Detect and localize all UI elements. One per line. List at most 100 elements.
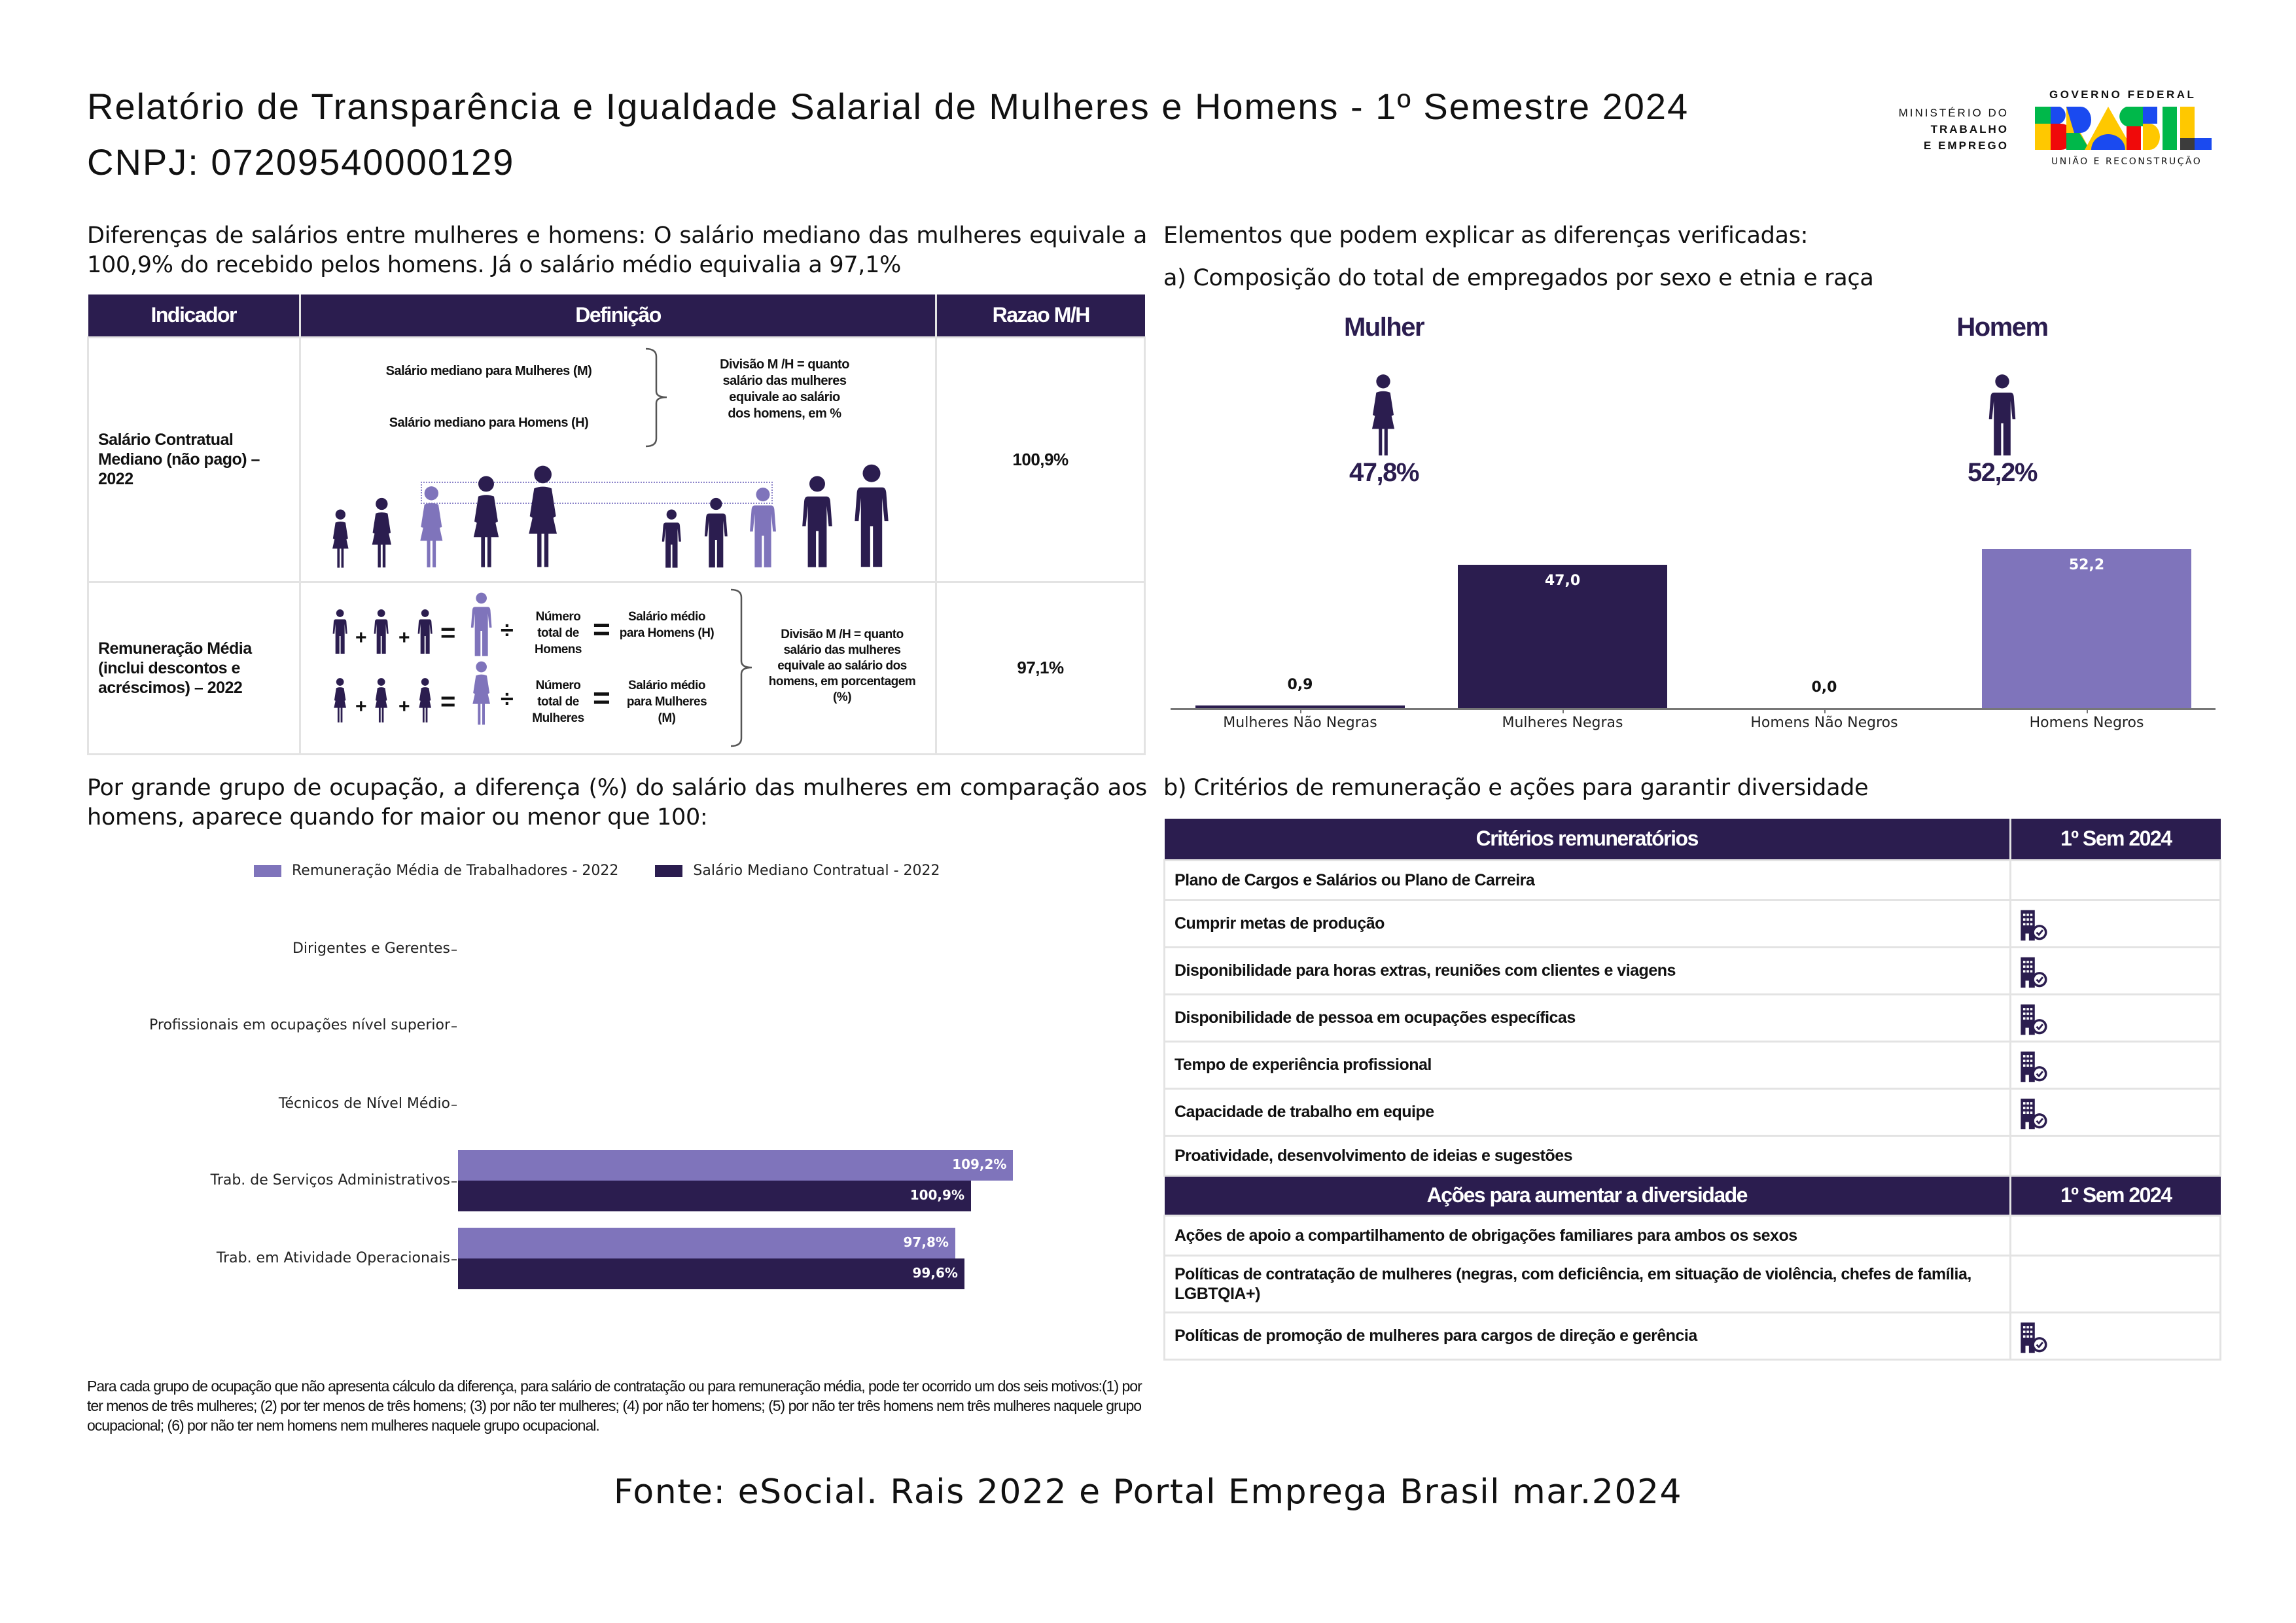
man-icon [374,609,389,654]
bar-average [458,1228,955,1258]
man-icon [854,463,889,569]
government-logo: MINISTÉRIO DO TRABALHO E EMPREGO GOVERNO… [1884,88,2218,173]
column-header-ratio: Razao M/H [936,294,1145,337]
bar-value-label: 47,0 [1544,573,1581,590]
brasil-logo-mark [2035,107,2212,150]
company-check-icon [2019,1321,2048,1354]
criteria-period-header: 1º Sem 2024 [2010,819,2221,860]
company-check-icon [2019,1003,2048,1036]
indicator-table: Indicador Definição Razao M/H Salário Co… [87,294,1146,755]
woman-icon [370,497,394,569]
criteria-label: Proatividade, desenvolvimento de ideias … [1163,1134,2011,1177]
criteria-row: Disponibilidade de pessoa em ocupações e… [1163,993,2221,1043]
total-men-label: Número total de Homens [535,610,582,656]
axis-tick [1824,708,1826,713]
plus-sign: + [355,696,367,717]
divide-sign: ÷ [501,685,514,712]
criteria-label: Plano de Cargos e Salários ou Plano de C… [1163,859,2011,901]
footnote: Para cada grupo de ocupação que não apre… [87,1378,1142,1434]
company-check-icon [2019,909,2048,942]
man-icon [1983,373,2021,457]
criteria-label: Capacidade de trabalho em equipe [1163,1087,2011,1137]
equals-sign: = [593,681,610,715]
bar-median [458,1181,971,1211]
woman-icon [330,508,351,569]
composition-subheading: a) Composição do total de empregados por… [1163,265,1874,291]
median-women-label: Salário mediano para Mulheres (M) [385,364,592,378]
legend-swatch-average [254,865,281,877]
actions-header-row: Ações para aumentar a diversidade 1º Sem … [1164,1175,2221,1215]
bar-value-label: 100,9% [910,1187,964,1203]
median-division-text: Divisão M /H = quanto salário das mulher… [720,357,849,421]
criteria-status [2009,1040,2221,1090]
logo-ministry-line: E EMPREGO [1924,139,2009,152]
criteria-header: Critérios remuneratórios [1164,819,2011,860]
ratio-average: 97,1% [935,580,1146,755]
criteria-status [2009,993,2221,1043]
woman-icon [470,660,492,726]
total-women-label: Número total de Mulheres [532,679,584,725]
bar-value-label: 109,2% [952,1156,1007,1172]
criteria-label: Disponibilidade para horas extras, reuni… [1163,946,2011,995]
mulher-percentage: 47,8% [1349,458,1419,487]
criteria-label: Cumprir metas de produção [1163,899,2011,948]
cnpj: CNPJ: 07209540000129 [87,141,515,183]
woman-icon [417,485,446,569]
bar-value-label: 99,6% [912,1265,958,1281]
criteria-subheading: b) Critérios de remuneração e ações para… [1163,775,1869,801]
man-icon [470,592,492,657]
salary-difference-intro: Diferenças de salários entre mulheres e … [87,223,1147,278]
criteria-table: Critérios remuneratórios 1º Sem 2024 Pla… [1163,819,2221,1361]
man-icon [802,474,833,569]
criteria-row: Proatividade, desenvolvimento de ideias … [1163,1134,2221,1177]
chart-legend: Remuneração Média de Trabalhadores - 202… [254,863,940,879]
axis-tick [451,1181,457,1183]
category-label: Homens Negros [2029,715,2144,731]
median-highlight-box [421,482,773,504]
median-men-label: Salário mediano para Homens (H) [389,416,589,430]
homem-percentage: 52,2% [1968,458,2038,487]
logo-gov-text: GOVERNO FEDERAL [2049,88,2197,101]
actions-label: Ações de apoio a compartilhamento de obr… [1163,1214,2011,1257]
axis-tick [451,950,457,951]
man-icon [332,609,347,654]
actions-row: Políticas de promoção de mulheres para c… [1163,1311,2221,1361]
axis-tick [451,1259,457,1260]
bar-value-label: 97,8% [903,1234,949,1250]
woman-icon [374,677,389,723]
bar [1982,549,2191,708]
woman-icon [417,677,433,723]
logo-ministry-line: MINISTÉRIO DO [1898,107,2009,119]
equals-sign: = [593,612,610,646]
curly-brace-icon [730,588,752,747]
man-icon [749,486,777,569]
bar-value-label: 0,9 [1287,676,1313,693]
homem-label: Homem [1956,313,2049,342]
actions-period-header: 1º Sem 2024 [2010,1175,2221,1215]
bar [1195,705,1405,708]
axis-tick [451,1026,457,1027]
equals-sign: = [440,618,456,647]
column-header-definition: Definição [300,294,937,337]
indicator-median-salary: Salário Contratual Mediano (não pago) – … [87,336,301,583]
category-label: Dirigentes e Gerentes [292,940,450,957]
axis-tick [2087,708,2088,713]
woman-icon [332,677,347,723]
woman-icon [1364,373,1402,457]
bar-value-label: 52,2 [2068,557,2105,573]
page-title: Relatório de Transparência e Igualdade S… [87,86,1689,127]
actions-status [2009,1254,2221,1313]
category-label: Trab. de Serviços Administrativos [210,1172,450,1188]
average-men-label: Salário médio para Homens (H) [619,610,715,640]
criteria-label: Tempo de experiência profissional [1163,1040,2011,1090]
man-icon [662,508,682,569]
column-header-indicator: Indicador [88,294,301,337]
elements-heading: Elementos que podem explicar as diferenç… [1163,223,1809,249]
bar-median [458,1258,964,1289]
divide-sign: ÷ [501,616,514,643]
criteria-status [2009,1087,2221,1137]
criteria-row: Capacidade de trabalho em equipe [1163,1087,2221,1137]
company-check-icon [2019,1097,2048,1130]
plus-sign: + [355,627,367,649]
ratio-median: 100,9% [935,336,1146,583]
